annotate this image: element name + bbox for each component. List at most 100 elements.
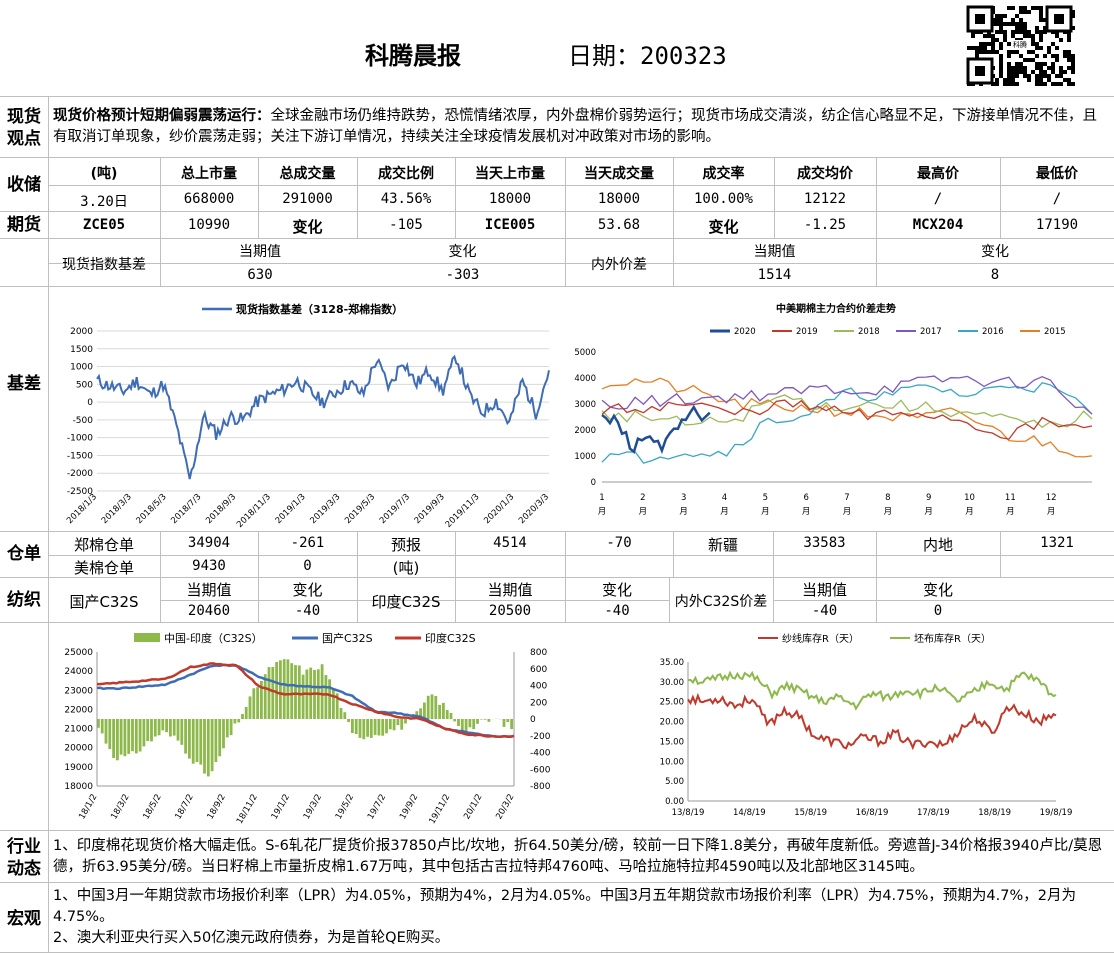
spot-index-basis-label: 现货指数基差 <box>62 257 146 273</box>
c32s-diff-bar <box>157 719 161 736</box>
c32s-diff-bar <box>430 694 434 719</box>
section-label-basis: 基差 <box>7 374 41 394</box>
spread-legend-item: 2015 <box>1044 327 1066 337</box>
c32s-diff-bar <box>203 719 206 774</box>
c32s-legend-bar <box>134 633 160 642</box>
spread-y-tick: 1000 <box>574 452 596 462</box>
spread-y-tick: 3000 <box>574 400 596 410</box>
basis-legend: 现货指数基差（3128-郑棉指数） <box>236 302 403 316</box>
c32s-diff-bar <box>362 719 366 740</box>
section-label-view: 现货 观点 <box>0 106 48 150</box>
spread-change: 8 <box>990 267 1000 283</box>
domestic-c32s-label: 国产C32S <box>69 593 139 611</box>
c32s-diff-bar <box>263 674 267 719</box>
c32s-diff-bar <box>332 688 335 719</box>
inland-label: 内地 <box>922 536 953 554</box>
basis-y-tick: -1000 <box>67 434 93 444</box>
c32s-diff-bar <box>453 719 457 722</box>
report-date: 日期：200323 <box>568 42 727 70</box>
storage-header-high: 最高价 <box>917 166 959 182</box>
c32s-diff-bar <box>388 719 392 730</box>
futures-ice-change-label: 变化 <box>708 218 739 236</box>
spread-x-month: 月 <box>802 507 811 517</box>
industry-label-1: 行业 <box>7 837 41 857</box>
spread-x-tick: 10 <box>964 493 975 503</box>
spread-x-month: 月 <box>639 507 648 517</box>
c32s-diff-bar <box>358 719 362 738</box>
c32s-x-tick: 19/1/2 <box>270 793 292 822</box>
spread-legend-item: 2020 <box>734 327 756 337</box>
c32s-right-tick: 200 <box>530 698 547 708</box>
spread-x-tick: 4 <box>722 493 727 503</box>
qr-code-icon <box>966 5 1075 86</box>
spread-series-line <box>601 399 1093 440</box>
spread-header-change: 变化 <box>981 244 1009 260</box>
c32s-diff-bar <box>222 719 225 749</box>
section-label-industry: 行业 动态 <box>0 836 48 880</box>
inventory-y-tick: 5.00 <box>665 777 684 787</box>
c32s-diff-bar <box>206 719 210 777</box>
spread-x-tick: 11 <box>1005 493 1016 503</box>
basis-y-tick: -2000 <box>67 469 93 479</box>
storage-ratio: 43.56% <box>380 191 432 207</box>
c32s-diff-bar <box>153 719 157 737</box>
c32s-left-tick: 21000 <box>64 725 93 735</box>
c32s-legend-india: 印度C32S <box>425 631 476 645</box>
spread-chart-title: 中美期棉主力合约价差走势 <box>776 302 896 315</box>
c32s-diff-bar <box>449 712 453 719</box>
domestic-header-current: 当期值 <box>186 581 232 599</box>
qr-caption: 科腾 <box>1011 40 1029 50</box>
c32s-x-tick: 19/7/2 <box>366 793 388 822</box>
domestic-change: -40 <box>294 603 321 619</box>
c32s-legend-diff: 中国-印度（C32S） <box>164 631 263 645</box>
c32s-diff-bar <box>116 719 119 761</box>
c32s-left-tick: 24000 <box>64 667 93 677</box>
inventory-chart: 纱线库存R（天） 坯布库存R（天） 35.00 30.00 25.00 20.00 15… <box>660 632 1073 818</box>
futures-zce-price: 10990 <box>187 217 231 233</box>
in-out-spread-label: 内外价差 <box>591 257 647 273</box>
spread-series-line <box>601 381 1093 464</box>
c32s-diff-bar <box>294 665 297 719</box>
c32s-diff-bar <box>502 719 506 727</box>
inventory-y-tick: 0.00 <box>665 797 684 807</box>
c32s-diff-bar <box>457 719 460 727</box>
spread-current: 1514 <box>757 267 792 283</box>
c32s-diff-bar <box>404 719 407 724</box>
c32s-left-tick: 19000 <box>64 763 93 773</box>
basis-x-tick: 2018/3/3 <box>100 492 134 526</box>
inventory-y-tick: 10.00 <box>660 757 684 767</box>
inventory-x-tick: 15/8/19 <box>794 808 827 818</box>
inventory-y-tick: 35.00 <box>660 658 684 668</box>
c32s-diff-bar <box>112 719 115 758</box>
spread-legend-item: 2017 <box>920 327 942 337</box>
spread-legend-item: 2019 <box>796 327 818 337</box>
spread-chart: 中美期棉主力合约价差走势 2020 2019 2018 2017 2016 2015 50… <box>574 302 1093 517</box>
c32s-diff-bar <box>423 702 426 719</box>
c32s-diff-bar <box>146 719 150 742</box>
c32s-diff-bar <box>426 695 430 719</box>
industry-news: 1、印度棉花现货价格大幅走低。S-6轧花厂提货价报37850卢比/坎地，折64.… <box>53 838 1103 875</box>
us-warrant-value: 9430 <box>192 558 226 574</box>
c32s-diff-bar <box>176 719 180 741</box>
yarn-inventory-line <box>687 692 1057 751</box>
c32s-diff-bar <box>282 659 286 719</box>
futures-zce-change-label: 变化 <box>292 218 323 236</box>
c32s-diff-bar <box>191 719 195 764</box>
domestic-header-change: 变化 <box>292 581 323 599</box>
spread-legend-item: 2016 <box>982 327 1004 337</box>
basis-x-tick: 2019/7/3 <box>378 492 412 526</box>
basis-x-tick: 2019/1/3 <box>274 492 308 526</box>
basis-x-tick: 2020/3/3 <box>517 492 551 526</box>
us-warrant-change: 0 <box>303 558 312 574</box>
c32s-x-tick: 19/3/2 <box>302 793 324 822</box>
c32s-x-tick: 19/11/2 <box>427 793 452 826</box>
storage-header-rate: 成交率 <box>702 166 745 182</box>
storage-day-listed: 18000 <box>488 191 532 207</box>
c32s-diff-bar <box>385 719 388 734</box>
c32s-x-tick: 20/1/2 <box>462 793 484 822</box>
c32s-diff-bar <box>256 687 259 719</box>
c32s-diff-bar <box>339 707 343 719</box>
inventory-x-tick: 19/8/19 <box>1040 808 1073 818</box>
spread-x-tick: 5 <box>763 493 768 503</box>
industry-label-2: 动态 <box>7 859 41 879</box>
